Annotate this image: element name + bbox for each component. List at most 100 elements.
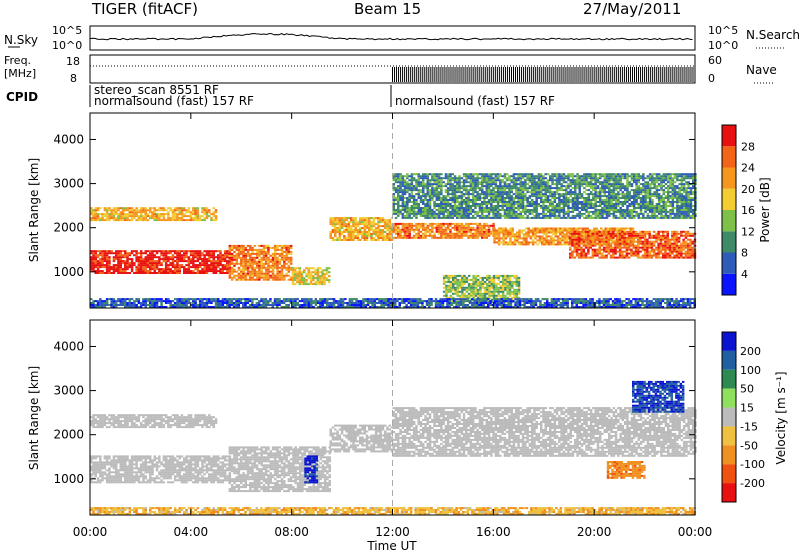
power-cell bbox=[185, 254, 188, 257]
power-cell bbox=[406, 210, 409, 213]
power-cell bbox=[253, 274, 257, 277]
power-cell bbox=[424, 226, 427, 229]
power-cell bbox=[519, 191, 522, 194]
power-cell bbox=[453, 234, 457, 237]
power-cell bbox=[221, 272, 225, 274]
power-cell bbox=[462, 228, 466, 231]
power-cell bbox=[519, 199, 522, 201]
power-cell bbox=[481, 284, 484, 287]
power-cell bbox=[501, 282, 505, 285]
power-cell bbox=[176, 266, 179, 269]
power-cell bbox=[124, 268, 127, 271]
power-cell bbox=[528, 203, 532, 205]
power-cell bbox=[517, 284, 521, 287]
power-cell bbox=[392, 226, 395, 229]
power-cell bbox=[611, 227, 614, 230]
power-cell bbox=[289, 262, 293, 265]
power-cell bbox=[486, 278, 489, 281]
power-cell bbox=[535, 216, 538, 219]
power-cell bbox=[446, 175, 450, 178]
power-cell bbox=[103, 252, 107, 255]
power-cell bbox=[504, 296, 507, 299]
power-cell bbox=[271, 274, 275, 277]
power-cell bbox=[264, 268, 268, 271]
power-cell bbox=[452, 286, 455, 289]
power-cell bbox=[340, 221, 344, 224]
power-cell bbox=[117, 213, 120, 216]
power-cell bbox=[446, 228, 450, 231]
power-cell bbox=[440, 179, 443, 182]
beam-label: Beam 15 bbox=[354, 0, 422, 18]
power-cell bbox=[431, 189, 434, 192]
power-cell bbox=[637, 238, 640, 241]
power-cell bbox=[253, 248, 257, 251]
power-cell bbox=[431, 179, 434, 182]
power-cell bbox=[228, 274, 232, 277]
power-cell bbox=[280, 256, 284, 259]
power-cell bbox=[591, 232, 595, 235]
power-cell bbox=[316, 279, 320, 282]
power-cell bbox=[522, 239, 526, 242]
power-cell bbox=[467, 191, 470, 194]
power-cell bbox=[454, 286, 457, 289]
power-cell bbox=[497, 288, 500, 291]
power-cell bbox=[228, 248, 232, 251]
power-cell bbox=[451, 232, 454, 235]
power-cell bbox=[303, 271, 306, 274]
power-cell bbox=[103, 219, 107, 222]
power-cell bbox=[249, 266, 252, 269]
power-cell bbox=[440, 226, 443, 229]
power-cell bbox=[503, 183, 507, 186]
power-cell bbox=[309, 275, 313, 278]
power-cell bbox=[349, 229, 353, 231]
power-cell bbox=[556, 235, 560, 238]
power-cell bbox=[469, 228, 473, 231]
power-cell bbox=[264, 250, 268, 253]
power-cell bbox=[180, 256, 184, 259]
power-cell bbox=[629, 229, 632, 232]
power-cell bbox=[452, 292, 455, 295]
power-cell bbox=[251, 266, 254, 269]
power-cell bbox=[433, 175, 436, 178]
power-cell bbox=[542, 216, 545, 219]
power-cell bbox=[194, 219, 197, 222]
power-cell bbox=[246, 274, 250, 277]
power-cell bbox=[494, 216, 498, 219]
power-cell bbox=[462, 193, 466, 196]
power-cell bbox=[465, 175, 468, 178]
power-cell bbox=[481, 197, 484, 199]
power-cell bbox=[446, 195, 450, 198]
power-cell bbox=[476, 205, 479, 207]
power-cell bbox=[137, 258, 141, 261]
power-cell bbox=[212, 215, 215, 218]
power-cell bbox=[338, 239, 342, 241]
power-cell bbox=[435, 177, 439, 180]
power-cell bbox=[666, 236, 669, 239]
power-cell bbox=[354, 231, 357, 233]
power-cell bbox=[408, 197, 411, 199]
power-cell bbox=[274, 250, 277, 253]
power-cell bbox=[401, 209, 405, 211]
power-cell bbox=[584, 229, 587, 232]
power-cell bbox=[502, 243, 505, 246]
power-cell bbox=[201, 268, 204, 271]
power-cell bbox=[465, 230, 468, 233]
power-cell bbox=[426, 210, 429, 213]
power-cell bbox=[135, 266, 138, 269]
power-cell bbox=[469, 210, 473, 213]
power-cell bbox=[162, 258, 166, 261]
power-cell bbox=[164, 260, 168, 263]
power-cell bbox=[487, 193, 491, 196]
power-cell bbox=[92, 213, 95, 216]
power-cell bbox=[508, 189, 511, 192]
power-cell bbox=[361, 217, 364, 220]
power-cell bbox=[488, 296, 491, 299]
power-cell bbox=[449, 284, 453, 287]
power-cell bbox=[444, 203, 448, 205]
power-cell bbox=[531, 227, 535, 230]
power-cell bbox=[504, 282, 507, 285]
power-cell bbox=[124, 272, 127, 274]
power-cell bbox=[504, 274, 507, 277]
power-cell bbox=[187, 258, 191, 261]
